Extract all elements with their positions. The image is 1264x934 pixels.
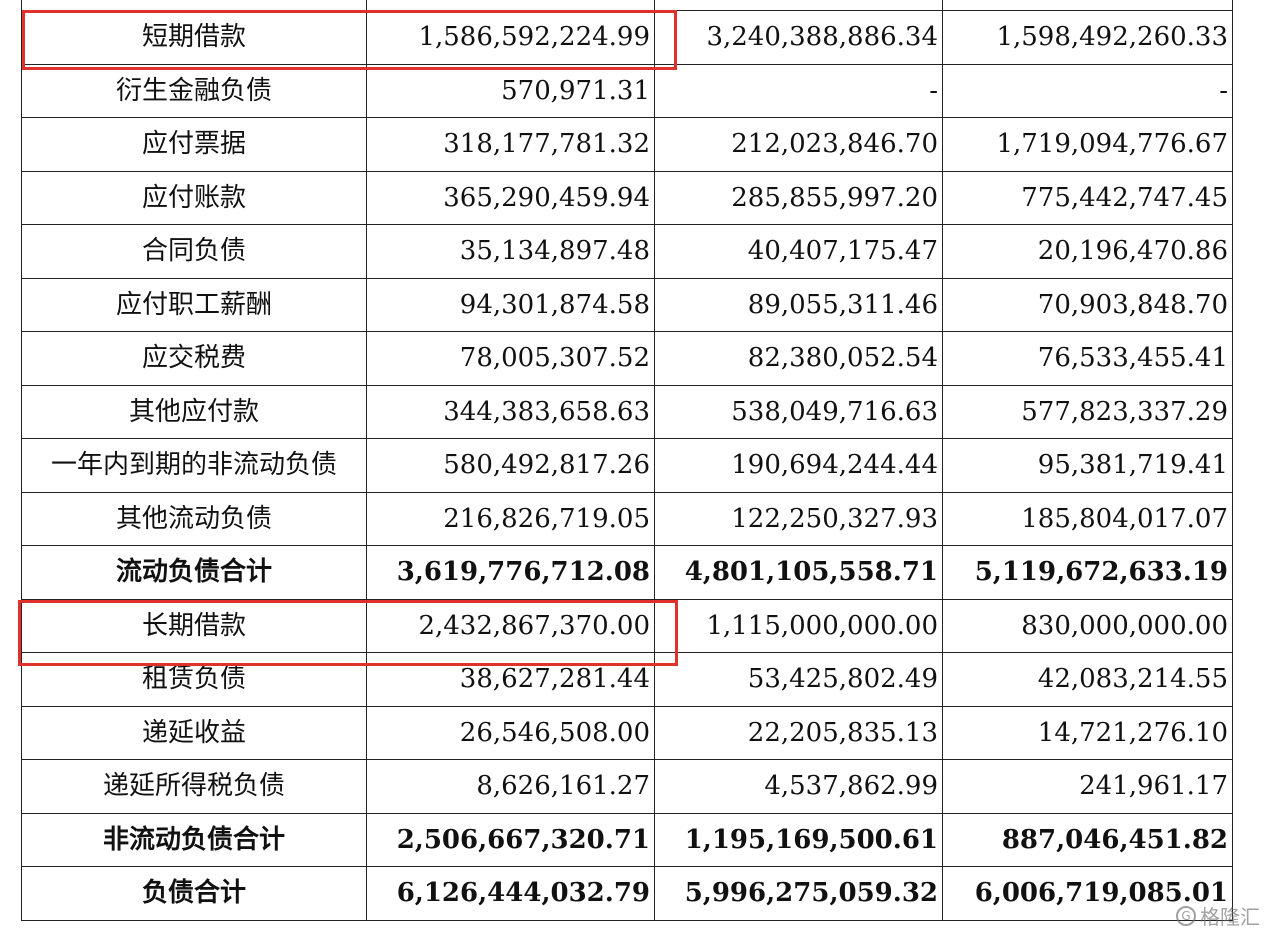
watermark: G 格隆汇: [1176, 901, 1260, 930]
row-label: [21, 0, 367, 11]
value-cell: 185,804,017.07: [942, 491, 1233, 546]
value-cell: 212,023,846.70: [654, 117, 943, 172]
value-cell: 122,250,327.93: [654, 491, 943, 546]
row-label: 非流动负债合计: [21, 812, 367, 867]
subtotal-row: 非流动负债合计 2,506,667,320.71 1,195,169,500.6…: [21, 812, 1233, 867]
table-row: 其他流动负债 216,826,719.05 122,250,327.93 185…: [21, 491, 1233, 546]
row-label: 流动负债合计: [21, 545, 367, 600]
table-row: 应付职工薪酬 94,301,874.58 89,055,311.46 70,90…: [21, 277, 1233, 332]
row-label: 递延收益: [21, 705, 367, 760]
value-cell: 89,055,311.46: [654, 277, 943, 332]
value-cell: 775,442,747.45: [942, 170, 1233, 225]
row-label: 租赁负债: [21, 652, 367, 707]
value-cell: 190,694,244.44: [654, 438, 943, 493]
value-cell: 20,196,470.86: [942, 224, 1233, 279]
value-cell: 2,432,867,370.00: [366, 598, 655, 653]
value-cell: 35,134,897.48: [366, 224, 655, 279]
table-row: 租赁负债 38,627,281.44 53,425,802.49 42,083,…: [21, 652, 1233, 707]
value-cell: 344,383,658.63: [366, 384, 655, 439]
row-label: 应交税费: [21, 331, 367, 386]
value-cell: 241,961.17: [942, 759, 1233, 814]
row-label: 应付票据: [21, 117, 367, 172]
table-row: 长期借款 2,432,867,370.00 1,115,000,000.00 8…: [21, 598, 1233, 653]
watermark-text: 格隆汇: [1200, 905, 1260, 929]
table-row: 短期借款 1,586,592,224.99 3,240,388,886.34 1…: [21, 10, 1233, 65]
value-cell: 5,996,275,059.32: [654, 866, 943, 921]
value-cell: 53,425,802.49: [654, 652, 943, 707]
row-label: 长期借款: [21, 598, 367, 653]
table-row: 应付票据 318,177,781.32 212,023,846.70 1,719…: [21, 117, 1233, 172]
table-row: 衍生金融负债 570,971.31 - -: [21, 63, 1233, 118]
value-cell: 8,626,161.27: [366, 759, 655, 814]
value-cell: 42,083,214.55: [942, 652, 1233, 707]
row-label: 负债合计: [21, 866, 367, 921]
value-cell: 6,126,444,032.79: [366, 866, 655, 921]
value-cell: 26,546,508.00: [366, 705, 655, 760]
gelonghui-logo-icon: G: [1176, 905, 1196, 926]
row-label: 短期借款: [21, 10, 367, 65]
value-cell: 78,005,307.52: [366, 331, 655, 386]
value-cell: 5,119,672,633.19: [942, 545, 1233, 600]
value-cell: 95,381,719.41: [942, 438, 1233, 493]
value-cell: 82,380,052.54: [654, 331, 943, 386]
row-label: 一年内到期的非流动负债: [21, 438, 367, 493]
table-row: 一年内到期的非流动负债 580,492,817.26 190,694,244.4…: [21, 438, 1233, 493]
value-cell: 70,903,848.70: [942, 277, 1233, 332]
value-cell: 38,627,281.44: [366, 652, 655, 707]
subtotal-row: 流动负债合计 3,619,776,712.08 4,801,105,558.71…: [21, 545, 1233, 600]
value-cell: 22,205,835.13: [654, 705, 943, 760]
value-cell: 887,046,451.82: [942, 812, 1233, 867]
value-cell: 1,115,000,000.00: [654, 598, 943, 653]
row-label: 合同负债: [21, 224, 367, 279]
table-row: 递延所得税负债 8,626,161.27 4,537,862.99 241,96…: [21, 759, 1233, 814]
value-cell: 76,533,455.41: [942, 331, 1233, 386]
table-row: 合同负债 35,134,897.48 40,407,175.47 20,196,…: [21, 224, 1233, 279]
liabilities-table: 短期借款 1,586,592,224.99 3,240,388,886.34 1…: [21, 0, 1233, 921]
row-label: 其他应付款: [21, 384, 367, 439]
value-cell: 830,000,000.00: [942, 598, 1233, 653]
row-label: 衍生金融负债: [21, 63, 367, 118]
value-cell: 538,049,716.63: [654, 384, 943, 439]
value-cell: 570,971.31: [366, 63, 655, 118]
value-cell: [654, 0, 943, 11]
value-cell: [366, 0, 655, 11]
row-label: 应付职工薪酬: [21, 277, 367, 332]
value-cell: 14,721,276.10: [942, 705, 1233, 760]
value-cell: 285,855,997.20: [654, 170, 943, 225]
value-cell: [942, 0, 1233, 11]
table-row: 应交税费 78,005,307.52 82,380,052.54 76,533,…: [21, 331, 1233, 386]
value-cell: 577,823,337.29: [942, 384, 1233, 439]
total-row: 负债合计 6,126,444,032.79 5,996,275,059.32 6…: [21, 866, 1233, 921]
value-cell: -: [942, 63, 1233, 118]
table-row: 递延收益 26,546,508.00 22,205,835.13 14,721,…: [21, 705, 1233, 760]
value-cell: 1,195,169,500.61: [654, 812, 943, 867]
value-cell: 40,407,175.47: [654, 224, 943, 279]
row-label: 递延所得税负债: [21, 759, 367, 814]
value-cell: 3,619,776,712.08: [366, 545, 655, 600]
table-row: 应付账款 365,290,459.94 285,855,997.20 775,4…: [21, 170, 1233, 225]
value-cell: 1,586,592,224.99: [366, 10, 655, 65]
row-label: 应付账款: [21, 170, 367, 225]
table-row: [21, 0, 1233, 11]
value-cell: 4,801,105,558.71: [654, 545, 943, 600]
value-cell: 365,290,459.94: [366, 170, 655, 225]
table-row: 其他应付款 344,383,658.63 538,049,716.63 577,…: [21, 384, 1233, 439]
row-label: 其他流动负债: [21, 491, 367, 546]
value-cell: 4,537,862.99: [654, 759, 943, 814]
value-cell: 2,506,667,320.71: [366, 812, 655, 867]
value-cell: 1,719,094,776.67: [942, 117, 1233, 172]
value-cell: 3,240,388,886.34: [654, 10, 943, 65]
value-cell: 94,301,874.58: [366, 277, 655, 332]
value-cell: 216,826,719.05: [366, 491, 655, 546]
value-cell: 580,492,817.26: [366, 438, 655, 493]
value-cell: 1,598,492,260.33: [942, 10, 1233, 65]
value-cell: 318,177,781.32: [366, 117, 655, 172]
value-cell: -: [654, 63, 943, 118]
